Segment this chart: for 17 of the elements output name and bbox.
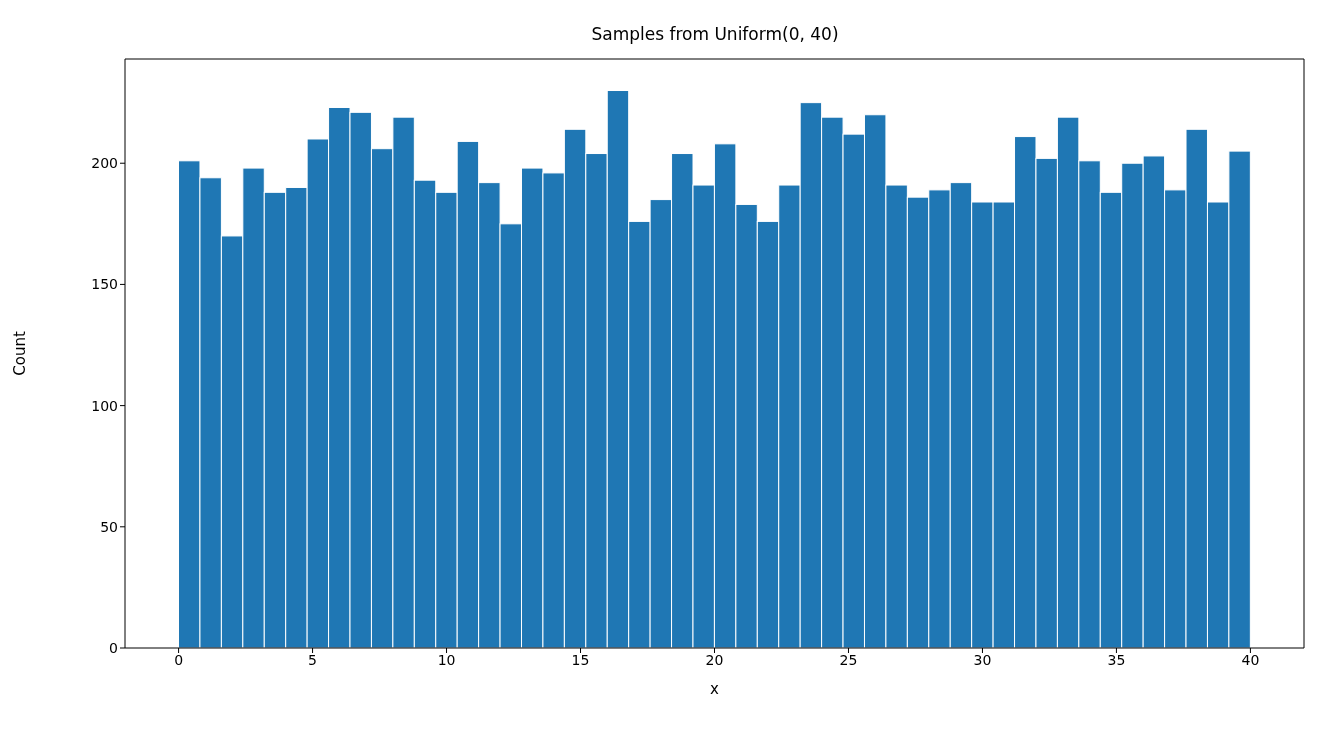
- x-tick-label: 35: [1107, 651, 1126, 668]
- y-tick-label: 0: [109, 639, 118, 656]
- y-tick-label: 150: [91, 276, 118, 293]
- y-axis-title: Count: [11, 331, 30, 376]
- y-tick-label: 50: [100, 518, 118, 535]
- y-tick-label: 100: [91, 397, 118, 414]
- x-axis-title: x: [710, 679, 720, 698]
- x-tick-label: 0: [174, 651, 184, 668]
- x-tick-label: 40: [1241, 651, 1260, 668]
- x-tick-label: 15: [571, 651, 590, 668]
- x-tick-label: 25: [839, 651, 858, 668]
- x-tick-label: 20: [705, 651, 724, 668]
- x-tick-label: 10: [437, 651, 456, 668]
- x-tick-label: 5: [308, 651, 318, 668]
- x-tick-label: 30: [973, 651, 992, 668]
- chart-title: Samples from Uniform(0, 40): [591, 24, 839, 44]
- y-tick-label: 200: [91, 155, 118, 172]
